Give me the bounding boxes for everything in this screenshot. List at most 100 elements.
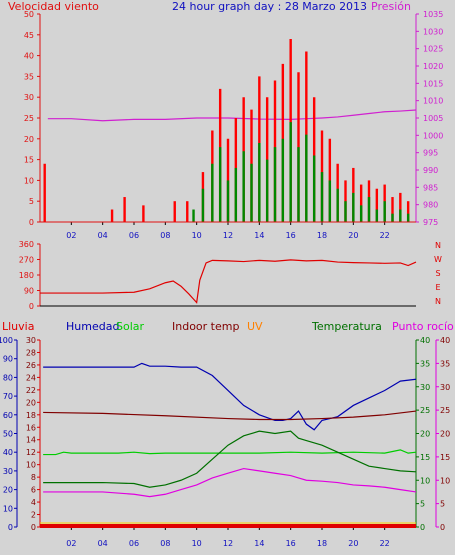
dew-tick-label: 0 bbox=[440, 523, 445, 532]
humidity-tick-label: 40 bbox=[3, 448, 13, 457]
direction-line bbox=[40, 259, 417, 304]
hour-tick-label: 20 bbox=[348, 539, 358, 548]
rain-tick-label: 30 bbox=[26, 336, 36, 345]
legend-solar: Solar bbox=[116, 320, 145, 333]
humidity-tick-label: 60 bbox=[3, 411, 13, 420]
temp-tick-label: 5 bbox=[420, 500, 425, 509]
legend-lluvia: Lluvia bbox=[2, 320, 34, 333]
hour-tick-label: 22 bbox=[380, 231, 390, 240]
dew-tick-label: 25 bbox=[440, 406, 450, 415]
pressure-tick-label: 1035 bbox=[423, 10, 443, 19]
direction-tick-label: 90 bbox=[24, 287, 34, 296]
hour-tick-label: 16 bbox=[286, 539, 296, 548]
rain-tick-label: 8 bbox=[31, 473, 36, 482]
compass-label-w: W bbox=[434, 255, 442, 264]
rain-tick-label: 24 bbox=[26, 373, 36, 382]
hour-tick-label: 14 bbox=[254, 231, 264, 240]
pressure-tick-label: 1010 bbox=[423, 97, 443, 106]
hour-tick-label: 22 bbox=[380, 539, 390, 548]
pressure-tick-label: 975 bbox=[423, 218, 438, 227]
wind-tick-label: 40 bbox=[24, 52, 34, 61]
rain-tick-label: 26 bbox=[26, 361, 36, 370]
series-temperatura bbox=[43, 430, 417, 488]
temp-tick-label: 40 bbox=[420, 336, 430, 345]
wind-tick-label: 45 bbox=[24, 31, 34, 40]
pressure-tick-label: 995 bbox=[423, 149, 438, 158]
wind-tick-label: 15 bbox=[24, 156, 34, 165]
hour-tick-label: 04 bbox=[98, 539, 108, 548]
rain-tick-label: 20 bbox=[26, 398, 36, 407]
temp-tick-label: 10 bbox=[420, 476, 430, 485]
hour-tick-label: 06 bbox=[129, 539, 139, 548]
hour-tick-label: 04 bbox=[98, 231, 108, 240]
compass-label-n: N bbox=[435, 297, 441, 306]
pressure-line bbox=[47, 109, 417, 122]
direction-tick-label: 270 bbox=[19, 256, 34, 265]
wind-tick-label: 30 bbox=[24, 93, 34, 102]
pressure-tick-label: 985 bbox=[423, 183, 438, 192]
hour-tick-label: 18 bbox=[317, 539, 327, 548]
wind-tick-label: 20 bbox=[24, 135, 34, 144]
series-humedad bbox=[43, 362, 417, 431]
pressure-tick-label: 1005 bbox=[423, 114, 443, 123]
humidity-tick-label: 20 bbox=[3, 486, 13, 495]
temp-tick-label: 20 bbox=[420, 430, 430, 439]
compass-label-e: E bbox=[435, 283, 440, 292]
direction-tick-label: 360 bbox=[19, 240, 34, 249]
rain-tick-label: 0 bbox=[31, 523, 36, 532]
dew-tick-label: 20 bbox=[440, 430, 450, 439]
compass-label-n: N bbox=[435, 241, 441, 250]
dew-tick-label: 30 bbox=[440, 383, 450, 392]
hour-tick-label: 10 bbox=[192, 231, 202, 240]
series-indoor-temp bbox=[43, 410, 417, 421]
wind-tick-label: 5 bbox=[29, 197, 34, 206]
humidity-tick-label: 0 bbox=[8, 523, 13, 532]
compass-label-s: S bbox=[435, 269, 440, 278]
rain-tick-label: 22 bbox=[26, 386, 36, 395]
wind-tick-label: 0 bbox=[29, 218, 34, 227]
legend-uv: UV bbox=[247, 320, 263, 333]
dew-tick-label: 5 bbox=[440, 500, 445, 509]
direction-tick-label: 180 bbox=[19, 271, 34, 280]
pressure-title: Presión bbox=[371, 0, 411, 13]
pressure-tick-label: 1000 bbox=[423, 131, 443, 140]
pressure-tick-label: 980 bbox=[423, 201, 438, 210]
dew-tick-label: 10 bbox=[440, 476, 450, 485]
rain-tick-label: 16 bbox=[26, 423, 36, 432]
legend-humedad: Humedad bbox=[66, 320, 119, 333]
temp-tick-label: 15 bbox=[420, 453, 430, 462]
hour-tick-label: 02 bbox=[66, 539, 76, 548]
rain-tick-label: 14 bbox=[26, 436, 36, 445]
temp-tick-label: 30 bbox=[420, 383, 430, 392]
legend-punto-rocio: Punto rocío bbox=[392, 320, 454, 333]
pressure-tick-label: 1020 bbox=[423, 62, 443, 71]
hour-tick-label: 06 bbox=[129, 231, 139, 240]
rain-tick-label: 4 bbox=[31, 498, 36, 507]
pressure-tick-label: 990 bbox=[423, 166, 438, 175]
humidity-tick-label: 10 bbox=[3, 504, 13, 513]
pressure-tick-label: 1030 bbox=[423, 27, 443, 36]
hour-tick-label: 08 bbox=[160, 539, 170, 548]
temp-tick-label: 0 bbox=[420, 523, 425, 532]
temp-tick-label: 35 bbox=[420, 359, 430, 368]
humidity-tick-label: 70 bbox=[3, 392, 13, 401]
wind-tick-label: 10 bbox=[24, 176, 34, 185]
humidity-tick-label: 90 bbox=[3, 355, 13, 364]
wind-title: Velocidad viento bbox=[8, 0, 99, 13]
hour-tick-label: 10 bbox=[192, 539, 202, 548]
rain-tick-label: 12 bbox=[26, 448, 36, 457]
humidity-tick-label: 100 bbox=[0, 336, 13, 345]
hour-tick-label: 02 bbox=[66, 231, 76, 240]
dew-tick-label: 40 bbox=[440, 336, 450, 345]
pressure-tick-label: 1025 bbox=[423, 45, 443, 54]
series-solar bbox=[43, 449, 417, 456]
hour-tick-label: 12 bbox=[223, 231, 233, 240]
series-punto-roc-o bbox=[43, 467, 417, 498]
rain-tick-label: 6 bbox=[31, 486, 36, 495]
rain-tick-label: 10 bbox=[26, 461, 36, 470]
dew-tick-label: 35 bbox=[440, 359, 450, 368]
humidity-tick-label: 30 bbox=[3, 467, 13, 476]
rain-tick-label: 28 bbox=[26, 348, 36, 357]
